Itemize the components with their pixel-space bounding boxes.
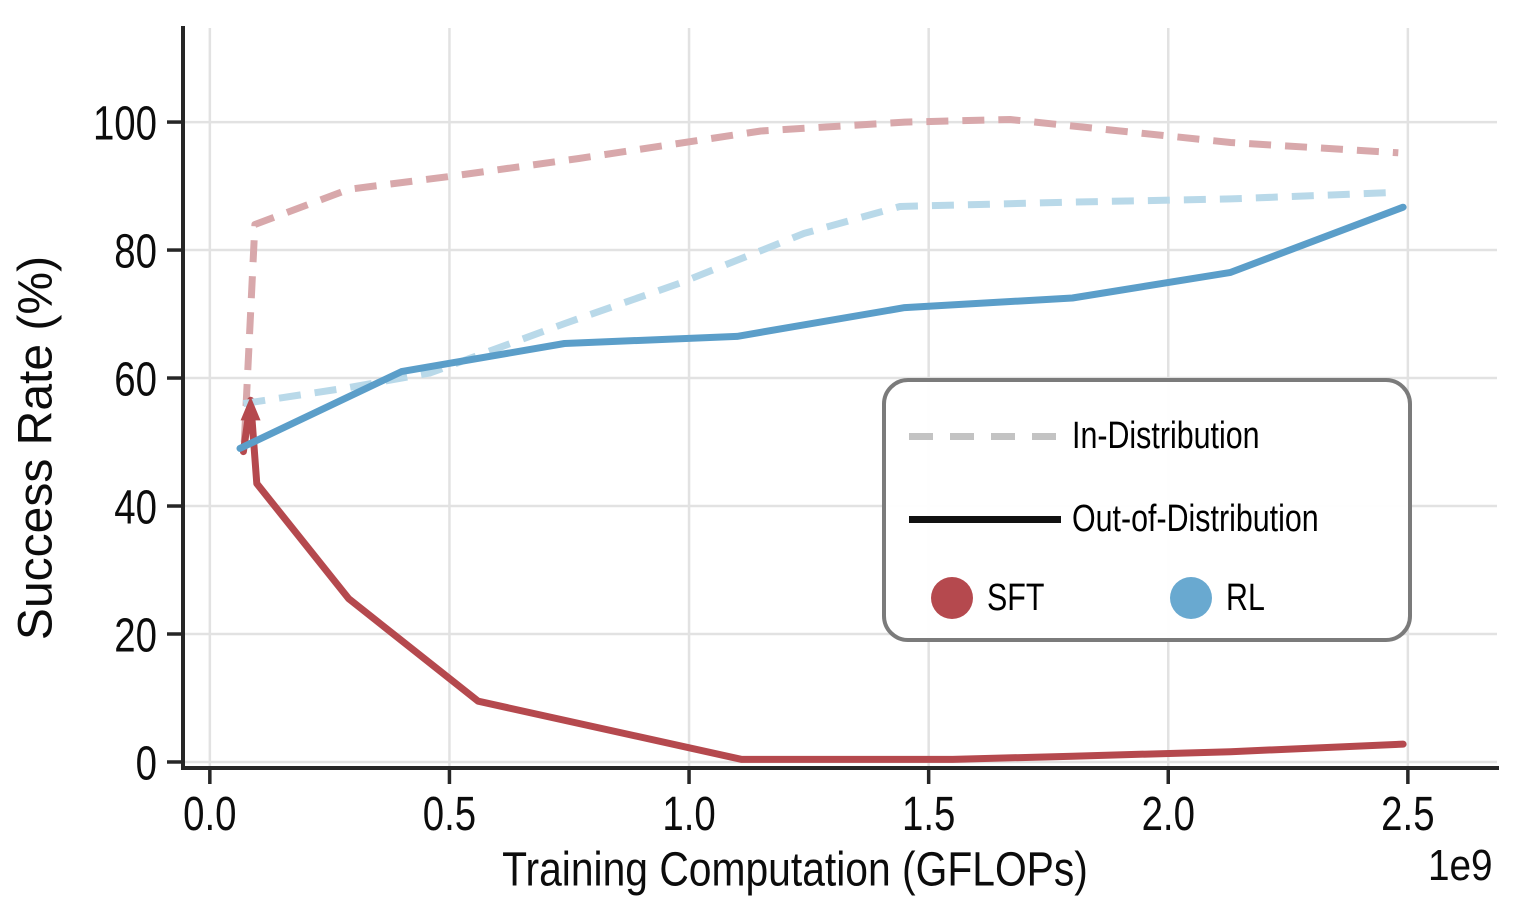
x-tick-label: 1.0 (662, 788, 715, 841)
legend-sft-dot-icon (931, 577, 973, 619)
legend-box: In-Distribution Out-of-Distribution SFT … (882, 378, 1412, 642)
x-tick-label: 2.0 (1142, 788, 1195, 841)
x-tick-label: 0.0 (183, 788, 236, 841)
tick-labels: 0.0 0.5 1.0 1.5 2.0 2.5 0 20 40 60 80 100 (93, 97, 1435, 841)
y-tick-label: 80 (114, 225, 157, 278)
arrowhead-up-icon (240, 396, 261, 421)
legend-dashed-line-sample (909, 433, 1061, 440)
legend-solid-line-sample (909, 516, 1061, 523)
series-rl-out-of-distribution (236, 203, 1407, 452)
y-axis-label: Success Rate (%) (9, 255, 63, 641)
legend-label-rl: RL (1226, 577, 1265, 619)
series-sft-in-distribution (240, 116, 1399, 443)
legend-label-in-distribution: In-Distribution (1072, 415, 1260, 457)
y-tick-label: 40 (114, 481, 157, 534)
legend-label-sft: SFT (987, 577, 1045, 619)
axes-spines (181, 26, 1499, 770)
y-tick-label: 100 (93, 97, 157, 150)
legend-label-out-of-distribution: Out-of-Distribution (1072, 498, 1319, 540)
x-axis-label: Training Computation (GFLOPs) (502, 843, 1088, 897)
tick-marks (167, 120, 1410, 784)
y-tick-label: 0 (136, 737, 157, 790)
data-series (236, 116, 1407, 763)
y-tick-label: 20 (114, 609, 157, 662)
x-axis-offset-multiplier: 1e9 (1427, 841, 1493, 890)
y-tick-label: 60 (114, 353, 157, 406)
x-tick-label: 2.5 (1381, 788, 1434, 841)
x-tick-label: 1.5 (902, 788, 955, 841)
legend-rl-dot-icon (1170, 577, 1212, 619)
x-tick-label: 0.5 (423, 788, 476, 841)
